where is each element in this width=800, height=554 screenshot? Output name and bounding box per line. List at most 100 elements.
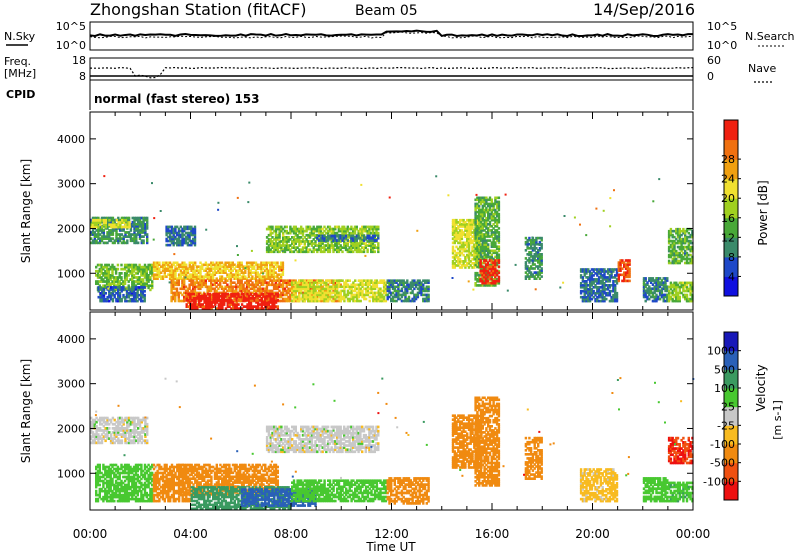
data-cell bbox=[298, 283, 301, 287]
data-cell bbox=[122, 284, 125, 288]
data-cell bbox=[199, 281, 202, 284]
data-cell bbox=[104, 237, 107, 240]
data-cell bbox=[110, 225, 113, 229]
data-cell bbox=[97, 216, 100, 220]
data-blob bbox=[291, 279, 388, 303]
data-cell bbox=[328, 248, 332, 252]
data-cell bbox=[210, 269, 213, 272]
data-cell bbox=[127, 231, 131, 234]
data-cell bbox=[289, 293, 292, 297]
data-cell bbox=[113, 288, 116, 292]
data-cell bbox=[152, 261, 156, 265]
data-cell bbox=[174, 267, 177, 270]
data-cell bbox=[281, 267, 285, 270]
data-cell bbox=[143, 290, 146, 293]
data-cell bbox=[307, 244, 310, 247]
data-cell bbox=[168, 225, 172, 229]
data-cell bbox=[136, 288, 139, 292]
data-cell bbox=[262, 292, 265, 296]
data-cell bbox=[231, 269, 234, 272]
data-cell bbox=[251, 305, 254, 308]
data-cell bbox=[226, 273, 229, 276]
data-cell bbox=[165, 269, 168, 272]
data-cell bbox=[137, 222, 140, 226]
data-cell bbox=[208, 307, 212, 310]
data-cell bbox=[131, 263, 134, 267]
data-cell bbox=[172, 297, 175, 301]
data-cell bbox=[222, 267, 225, 270]
data-cell bbox=[142, 284, 145, 288]
data-cell bbox=[265, 291, 269, 295]
data-cell bbox=[102, 292, 106, 295]
data-cell bbox=[256, 281, 260, 284]
data-cell bbox=[198, 297, 201, 300]
data-cell bbox=[144, 218, 147, 222]
data-cell bbox=[303, 246, 306, 249]
data-cell bbox=[229, 269, 233, 272]
data-cell bbox=[109, 274, 112, 277]
data-cell bbox=[273, 297, 276, 300]
data-cell bbox=[353, 227, 357, 231]
data-cell bbox=[197, 283, 200, 287]
data-cell bbox=[267, 277, 270, 280]
data-cell bbox=[299, 283, 303, 287]
data-cell bbox=[296, 246, 299, 249]
data-cell bbox=[229, 265, 233, 268]
data-cell bbox=[181, 277, 184, 280]
data-cell bbox=[170, 271, 174, 274]
data-cell bbox=[321, 285, 324, 289]
data-cell bbox=[96, 276, 100, 279]
data-cell bbox=[136, 272, 139, 275]
data-cell bbox=[174, 229, 177, 233]
data-cell bbox=[240, 303, 244, 306]
data-cell bbox=[131, 280, 134, 283]
data-cell bbox=[326, 231, 330, 235]
data-cell bbox=[240, 281, 243, 284]
data-cell bbox=[298, 229, 301, 233]
data-cell bbox=[323, 289, 326, 293]
data-cell bbox=[152, 273, 156, 276]
data-cell bbox=[137, 241, 140, 245]
data-cell bbox=[251, 267, 254, 270]
data-cell bbox=[184, 231, 188, 235]
data-cell bbox=[177, 299, 180, 303]
data-cell bbox=[364, 225, 367, 229]
data-cell bbox=[272, 267, 276, 270]
data-cell bbox=[262, 303, 265, 306]
data-cell bbox=[126, 241, 129, 245]
data-cell bbox=[217, 303, 221, 306]
data-cell bbox=[316, 295, 319, 299]
data-cell bbox=[236, 285, 240, 289]
data-cell bbox=[210, 301, 213, 304]
data-cell bbox=[232, 307, 235, 310]
data-cell bbox=[238, 299, 242, 303]
data-cell bbox=[179, 275, 183, 278]
data-cell bbox=[109, 218, 113, 222]
data-cell bbox=[113, 284, 116, 288]
data-cell bbox=[244, 292, 247, 296]
data-cell bbox=[181, 227, 184, 231]
data-cell bbox=[314, 240, 317, 243]
data-cell bbox=[206, 275, 209, 278]
data-cell bbox=[183, 241, 186, 245]
data-cell bbox=[188, 239, 191, 243]
data-cell bbox=[158, 263, 161, 267]
data-cell bbox=[149, 267, 152, 271]
data-cell bbox=[116, 280, 120, 283]
data-cell bbox=[142, 280, 145, 283]
data-cell bbox=[224, 271, 227, 274]
data-cell bbox=[147, 276, 150, 279]
data-cell bbox=[160, 275, 163, 278]
data-cell bbox=[287, 244, 290, 247]
data-cell bbox=[149, 265, 152, 269]
data-cell bbox=[201, 279, 204, 282]
data-cell bbox=[213, 279, 216, 282]
data-cell bbox=[334, 244, 337, 247]
data-cell bbox=[294, 246, 297, 249]
data-cell bbox=[265, 287, 269, 291]
data-cell bbox=[210, 287, 213, 291]
data-cell bbox=[149, 284, 152, 288]
data-cell bbox=[158, 261, 161, 265]
data-cell bbox=[102, 293, 106, 297]
